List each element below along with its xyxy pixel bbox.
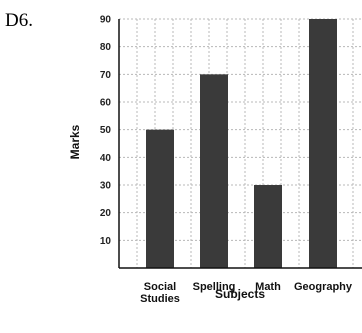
bar [146,129,174,268]
y-tick-label: 30 [100,181,112,192]
y-tick-label: 80 [100,42,112,53]
y-tick-label: 50 [100,125,112,136]
x-category-label: Studies [140,293,180,305]
bar [254,185,282,268]
y-tick-label: 40 [100,153,112,164]
y-tick-label: 90 [100,15,112,26]
y-tick-labels: 10 20 30 40 50 60 70 80 90 [100,15,112,247]
x-category-label: Math [255,281,281,293]
problem-label: D6. [5,10,33,31]
y-tick-label: 70 [100,70,112,81]
x-category-label: Social [144,281,176,293]
bar [309,19,337,268]
bar [200,74,228,268]
y-axis-title: Marks [68,124,82,159]
x-axis-title: Subjects [215,287,265,301]
x-category-label: Spelling [193,281,236,293]
y-tick-label: 60 [100,98,112,109]
x-category-label: Geography [294,281,353,293]
y-tick-label: 10 [100,236,112,247]
axes [118,19,362,269]
bars [146,19,337,268]
y-tick-label: 20 [100,208,112,219]
